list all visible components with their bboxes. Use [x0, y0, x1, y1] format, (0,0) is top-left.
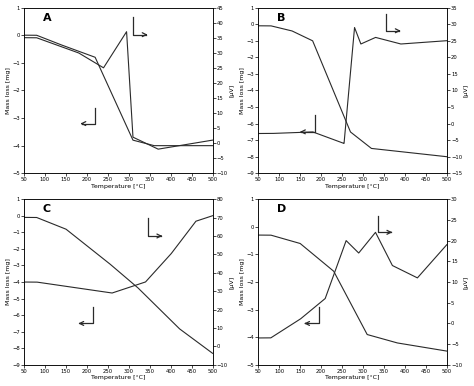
Y-axis label: [μV]: [μV]	[229, 276, 234, 289]
X-axis label: Temperature [°C]: Temperature [°C]	[91, 376, 146, 381]
Y-axis label: Mass loss [mg]: Mass loss [mg]	[240, 67, 245, 114]
Y-axis label: [μV]: [μV]	[464, 84, 468, 97]
Text: C: C	[43, 204, 51, 214]
Y-axis label: Mass loss [mg]: Mass loss [mg]	[6, 67, 10, 114]
X-axis label: Temperature [°C]: Temperature [°C]	[91, 184, 146, 189]
Text: A: A	[43, 12, 51, 22]
Y-axis label: [μV]: [μV]	[229, 84, 234, 97]
Text: D: D	[277, 204, 286, 214]
Y-axis label: [μV]: [μV]	[464, 276, 468, 289]
Text: B: B	[277, 12, 285, 22]
Y-axis label: Mass loss [mg]: Mass loss [mg]	[240, 259, 245, 305]
X-axis label: Temperature [°C]: Temperature [°C]	[325, 376, 380, 381]
X-axis label: Temperature [°C]: Temperature [°C]	[325, 184, 380, 189]
Y-axis label: Mass loss [mg]: Mass loss [mg]	[6, 259, 10, 305]
